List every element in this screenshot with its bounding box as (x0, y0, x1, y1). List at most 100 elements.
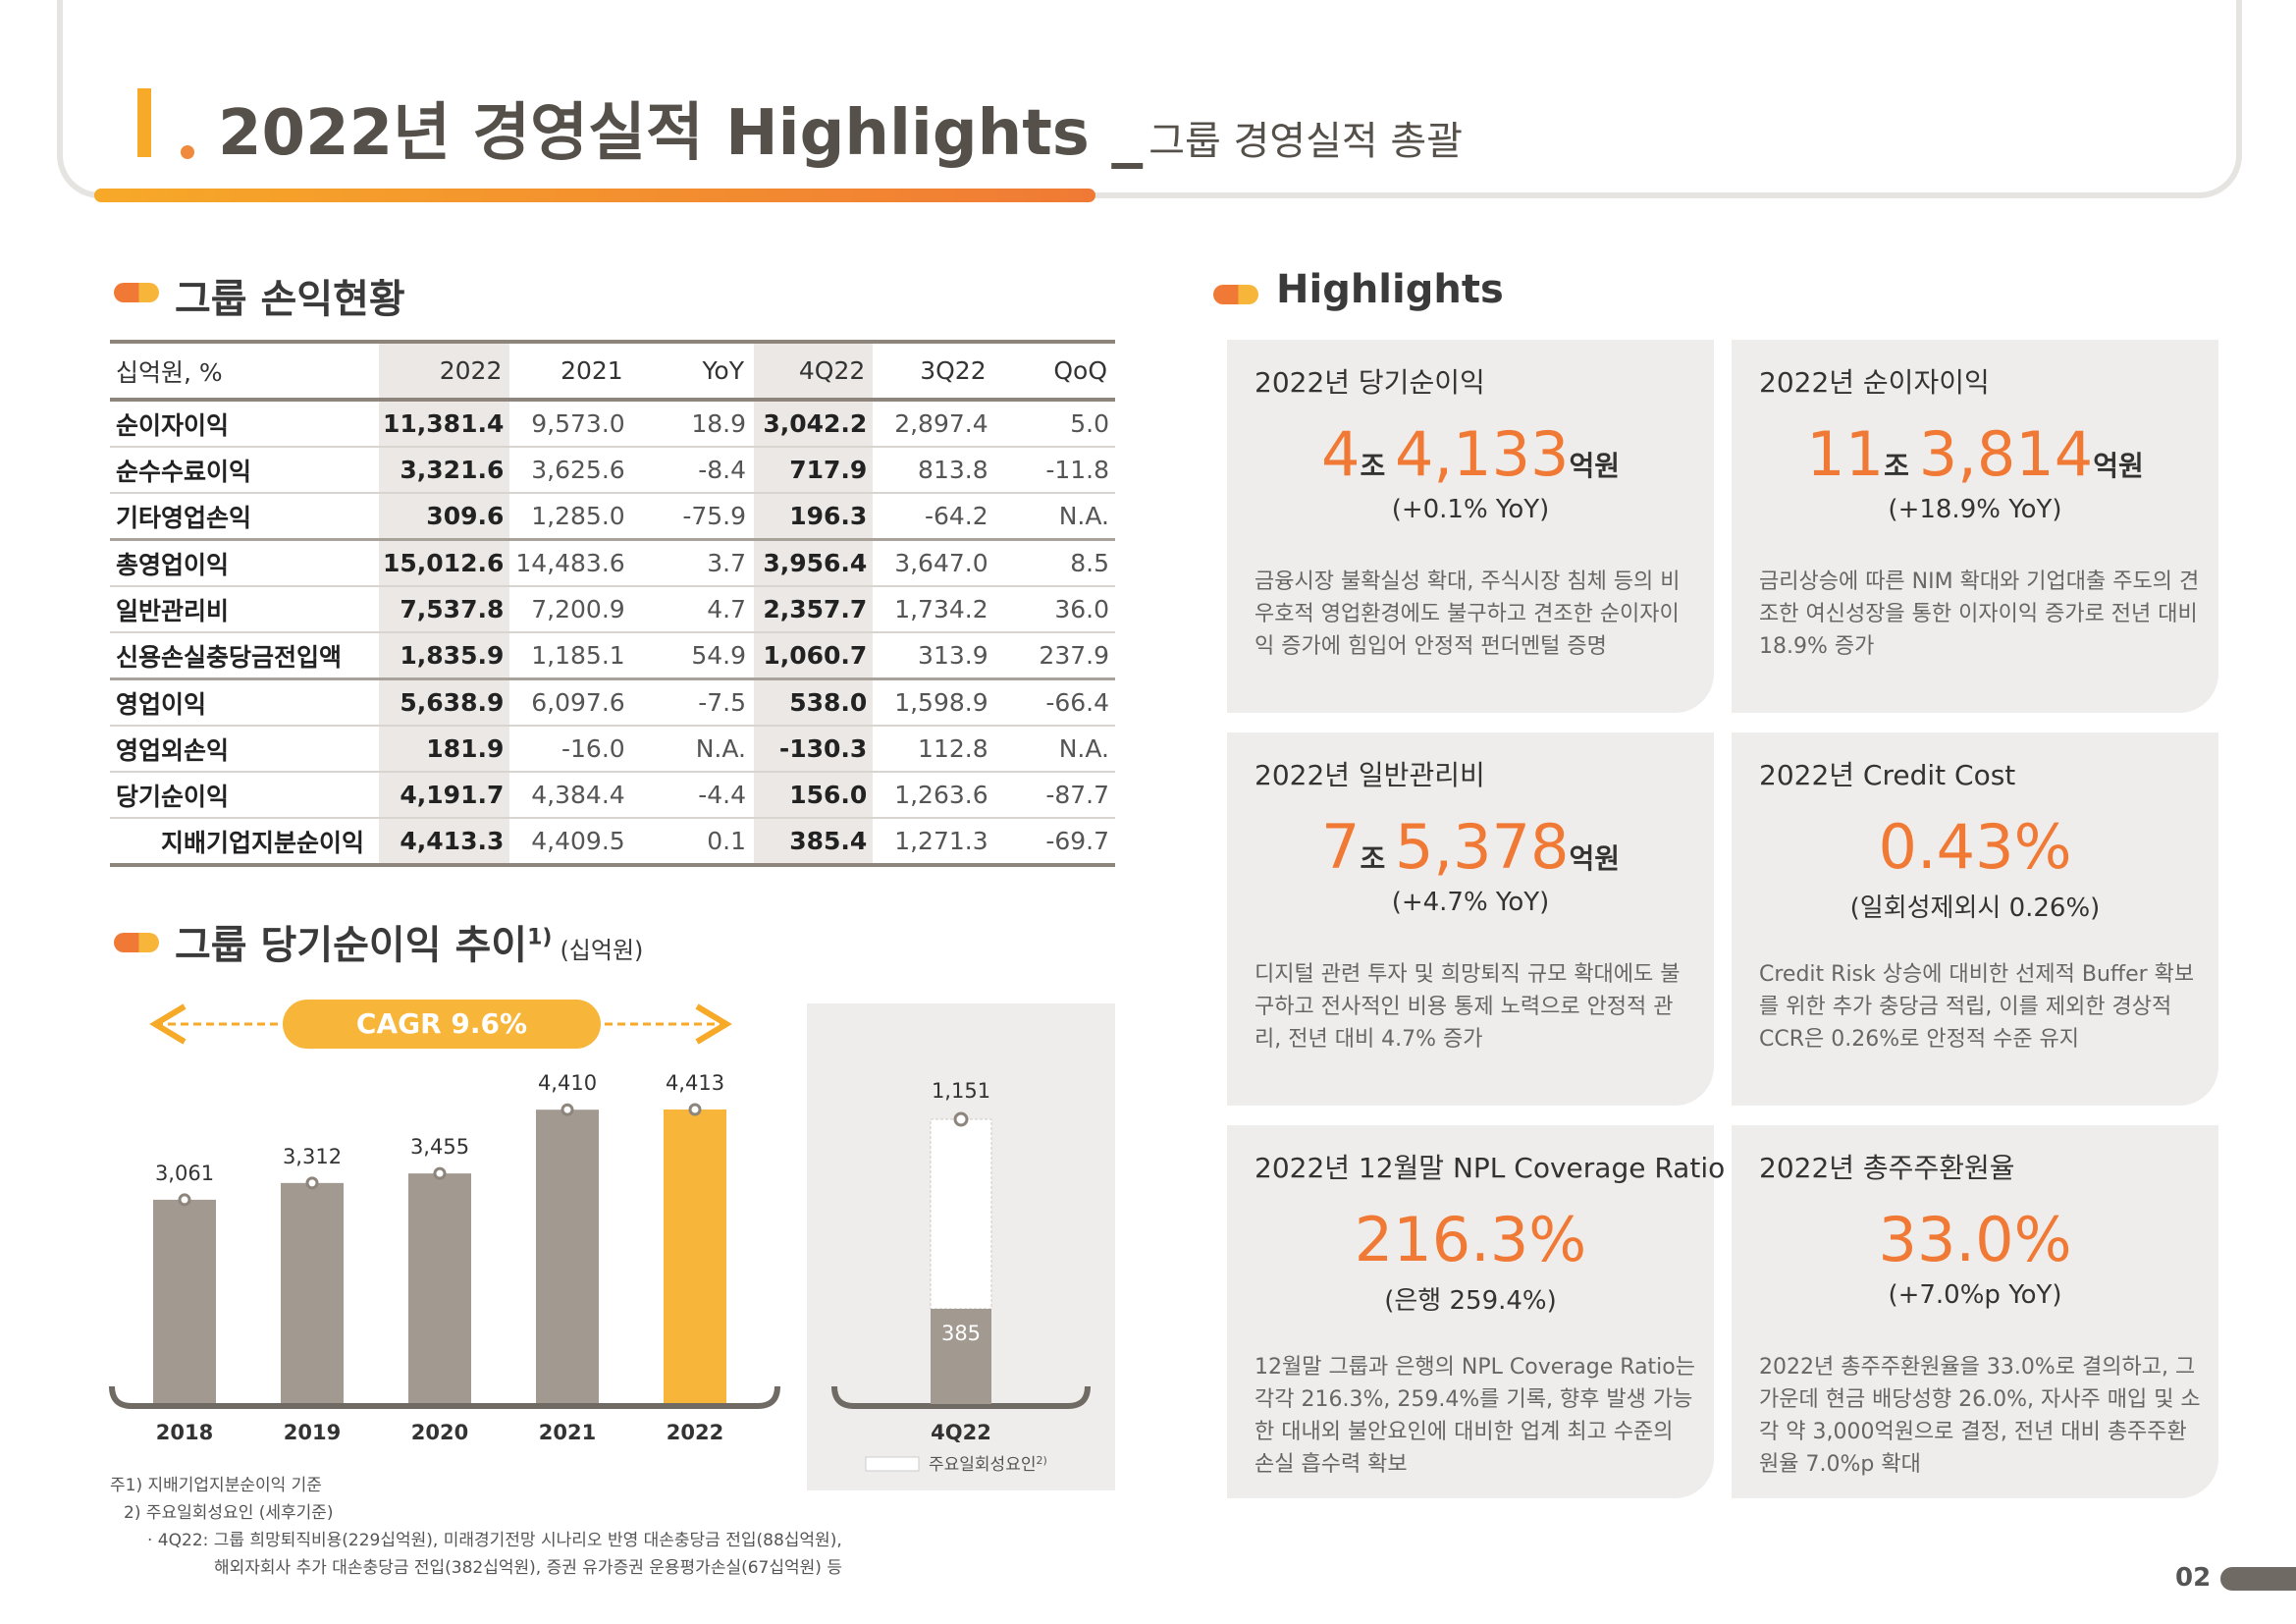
side-bar-marker (953, 1111, 969, 1127)
table-cell: 717.9 (751, 447, 875, 494)
title-accent-dot (181, 145, 194, 159)
table-cell: -130.3 (751, 726, 875, 773)
card-value: 11조 3,814억원 (1732, 418, 2218, 490)
card-value-unit: 조 (1884, 450, 1919, 482)
card-value-sub: 5,378 (1394, 811, 1570, 883)
table-cell: 1,835.9 (377, 632, 511, 680)
table-cell: 3,625.6 (509, 447, 632, 494)
card-change: (+0.1% YoY) (1391, 495, 1550, 524)
table-cell: 3,321.6 (377, 447, 511, 494)
card-title: 2022년 Credit Cost (1759, 759, 2016, 791)
table-cell: 4,409.5 (509, 818, 632, 867)
card-title: 2022년 일반관리비 (1255, 759, 1485, 791)
x-tick-label: 2019 (284, 1421, 341, 1444)
chart-baseline-bracket (109, 1385, 780, 1409)
card-value: 216.3% (1227, 1204, 1714, 1275)
page-title: 2022년 경영실적 Highlights _ 그룹 경영실적 총괄 (218, 82, 1463, 173)
highlight-card: 2022년 순이자이익 11조 3,814억원 (+18.9% YoY) 금리상승에 … (1732, 340, 2218, 713)
page-tab (2220, 1567, 2296, 1591)
card-title: 2022년 당기순이익 (1255, 366, 1485, 399)
footnote-4: 해외자회사 추가 대손충당금 전입(382십억원), 증권 유가증권 운용평가손… (214, 1558, 842, 1578)
card-value-main: 7 (1321, 811, 1361, 883)
section-pill-icon (114, 283, 159, 302)
card-value-main: 33.0% (1878, 1204, 2072, 1275)
highlight-card: 2022년 12월말 NPL Coverage Ratio 216.3% (은행 2… (1227, 1125, 1725, 1498)
table-cell: 7,200.9 (509, 586, 632, 633)
table-cell: 3.7 (630, 539, 753, 587)
card-value-main: 4 (1321, 418, 1361, 490)
footnote-2: 2) 주요일회성요인 (세후기준) (124, 1503, 334, 1523)
highlight-card: 2022년 당기순이익 4조 4,133억원 (+0.1% YoY) 금융시장 불확실… (1227, 340, 1714, 713)
card-value-main: 0.43% (1878, 811, 2072, 883)
table-cell: 14,483.6 (509, 539, 632, 587)
card-change: (+4.7% YoY) (1391, 888, 1550, 917)
table-cell: 4,191.7 (377, 772, 511, 819)
card-value-unit2: 억원 (2093, 450, 2144, 482)
table-cell: 5,638.9 (377, 678, 511, 727)
page-subtitle: 그룹 경영실적 총괄 (1148, 119, 1464, 164)
bar-marker (178, 1193, 191, 1207)
table-cell: 5.0 (993, 400, 1115, 448)
side-total-label: 1,151 (932, 1079, 990, 1103)
card-change: (은행 259.4%) (1384, 1286, 1557, 1316)
trend-section-title-text: 그룹 당기순이익 추이 (175, 923, 528, 968)
row-label: 영업외손익 (110, 726, 379, 773)
x-tick-label: 2021 (539, 1421, 596, 1444)
table-cell: 2,357.7 (751, 586, 875, 633)
table-cell: 156.0 (751, 772, 875, 819)
row-label: 당기순이익 (110, 772, 379, 819)
card-change: (+7.0%p YoY) (1888, 1280, 2062, 1310)
table-cell: 813.8 (873, 447, 995, 494)
side-x-tick-label: 4Q22 (931, 1421, 991, 1444)
highlights-section-title: Highlights (1276, 267, 1504, 312)
trend-section-sup: 1) (527, 925, 553, 950)
header-progress-bar (94, 189, 1095, 202)
card-description: 2022년 총주주환원율을 33.0%로 결의하고, 그 가운데 현금 배당성향… (1759, 1355, 2201, 1477)
col-header-2022: 2022 (377, 340, 511, 402)
highlight-card: 2022년 총주주환원율 33.0% (+7.0%p YoY) 2022년 총주주환원… (1732, 1125, 2218, 1498)
table-cell: 3,956.4 (751, 539, 875, 587)
row-label: 신용손실충당금전입액 (110, 632, 379, 680)
cagr-badge: CAGR 9.6% (283, 1000, 601, 1049)
x-tick-label: 2018 (156, 1421, 213, 1444)
col-header-4q22: 4Q22 (751, 340, 875, 402)
table-cell: 0.1 (630, 818, 753, 867)
table-cell: N.A. (630, 726, 753, 773)
legend-label-text: 주요일회성요인 (929, 1455, 1036, 1475)
table-cell: -69.7 (993, 818, 1115, 867)
bar-marker (305, 1176, 319, 1190)
row-label: 순수수료이익 (110, 447, 379, 494)
side-baseline-bracket (831, 1385, 1091, 1409)
bar (536, 1110, 599, 1404)
table-row: 순이자이익 11,381.4 9,573.0 18.9 3,042.2 2,897.4 5.… (110, 400, 1115, 448)
bar-value-label: 4,410 (538, 1071, 597, 1095)
card-title: 2022년 12월말 NPL Coverage Ratio (1255, 1152, 1726, 1184)
header-frame (57, 0, 2242, 198)
pl-section-title: 그룹 손익현황 (175, 277, 405, 322)
table-cell: 4.7 (630, 586, 753, 633)
row-label: 기타영업손익 (110, 493, 379, 541)
table-cell: -66.4 (993, 678, 1115, 727)
card-value-sub: 3,814 (1918, 418, 2094, 490)
card-description: 금리상승에 따른 NIM 확대와 기업대출 주도의 견조한 여신성장을 통한 이… (1759, 569, 2200, 659)
table-cell: 36.0 (993, 586, 1115, 633)
footnote-1: 주1) 지배기업지분순이익 기준 (110, 1476, 322, 1495)
bar-value-label: 4,413 (666, 1071, 724, 1095)
table-cell: 385.4 (751, 818, 875, 867)
page-title-underscore: _ (1111, 97, 1144, 170)
table-row: 총영업이익 15,012.6 14,483.6 3.7 3,956.4 3,647.0 8.… (110, 539, 1115, 587)
page-title-main: 2022년 경영실적 Highlights (218, 97, 1090, 170)
row-label: 총영업이익 (110, 539, 379, 587)
card-value: 33.0% (1732, 1204, 2218, 1275)
table-cell: 3,042.2 (751, 400, 875, 448)
table-cell: -64.2 (873, 493, 995, 541)
table-cell: 1,598.9 (873, 678, 995, 727)
bar-value-label: 3,312 (283, 1145, 342, 1168)
section-pill-icon (1213, 285, 1258, 304)
legend-label: 주요일회성요인2) (929, 1454, 1047, 1475)
table-row: 기타영업손익 309.6 1,285.0 -75.9 196.3 -64.2 N.A. (110, 493, 1115, 541)
bar (664, 1110, 726, 1404)
row-label: 영업이익 (110, 678, 379, 727)
side-base-label: 385 (941, 1322, 981, 1345)
title-accent-bar (137, 88, 151, 157)
